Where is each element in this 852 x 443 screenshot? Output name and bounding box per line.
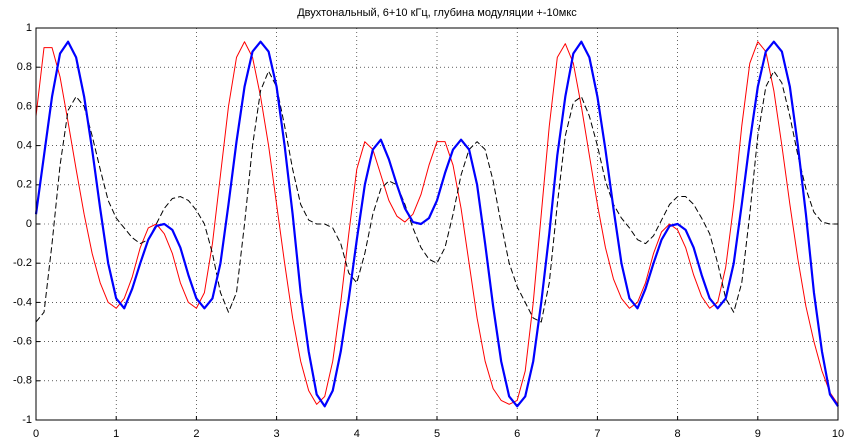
x-tick-label: 3	[274, 428, 280, 440]
y-tick-label: 0.2	[17, 179, 32, 191]
plot-frame	[35, 27, 839, 421]
y-tick-label: 0.6	[17, 100, 32, 112]
y-tick-label: 0	[26, 218, 32, 230]
chart-title: Двухтональный, 6+10 кГц, глубина модуляц…	[297, 7, 577, 19]
x-tick-label: 0	[33, 428, 39, 440]
y-tick-label: 0.8	[17, 61, 32, 73]
x-tick-label: 6	[514, 428, 520, 440]
y-tick-label: -0.4	[13, 296, 32, 308]
x-tick-label: 1	[113, 428, 119, 440]
y-tick-label: -0.2	[13, 257, 32, 269]
x-tick-label: 10	[832, 428, 844, 440]
series-line	[35, 41, 839, 405]
x-tick-label: 2	[193, 428, 199, 440]
x-tick-label: 8	[675, 428, 681, 440]
y-tick-label: 1	[26, 22, 32, 34]
y-tick-label: -0.8	[13, 375, 32, 387]
y-tick-label: 0.4	[17, 140, 32, 152]
x-tick-label: 9	[755, 428, 761, 440]
x-tick-label: 7	[594, 428, 600, 440]
series-line	[34, 40, 839, 408]
series-line	[35, 70, 838, 323]
x-tick-label: 5	[434, 428, 440, 440]
x-tick-label: 4	[354, 428, 360, 440]
y-tick-label: -1	[22, 414, 32, 426]
y-tick-label: -0.6	[13, 336, 32, 348]
